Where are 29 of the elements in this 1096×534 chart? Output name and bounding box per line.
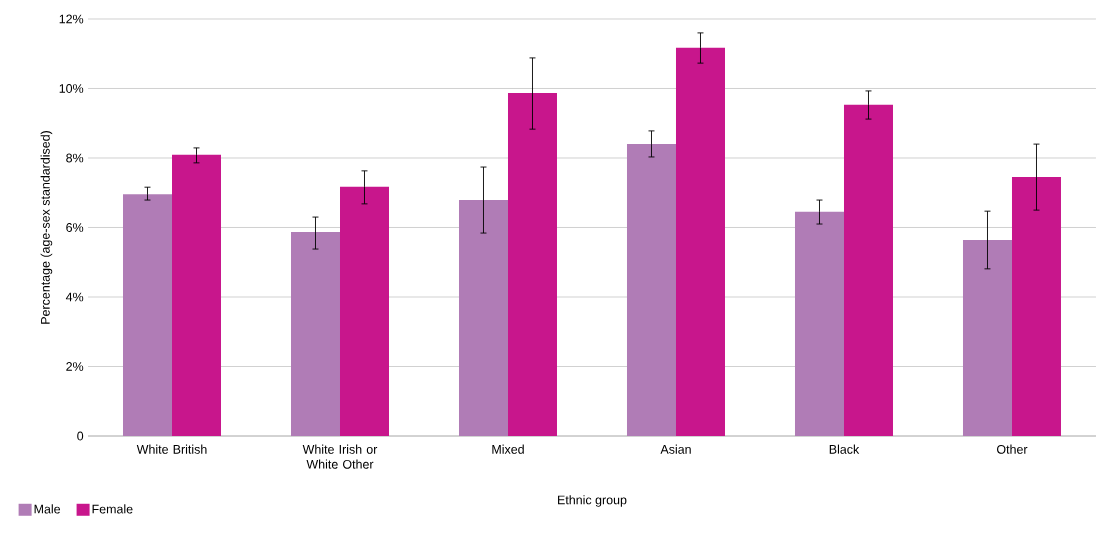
y-tick-label: 6%: [66, 223, 84, 232]
y-axis-title: Percentage (age-sex standardised): [40, 131, 53, 324]
x-tick-label: Other: [997, 444, 1028, 454]
x-tick-label: Mixed: [492, 444, 524, 454]
legend-label: Male: [34, 504, 61, 514]
bar: [507, 93, 557, 436]
y-tick-label: 4%: [65, 292, 84, 302]
bar: [962, 240, 1012, 436]
x-tick-label: Asian: [660, 444, 691, 454]
y-tick-label: 0: [77, 431, 84, 441]
bar: [794, 211, 844, 436]
bar: [340, 186, 389, 436]
y-tick-label: 12%: [59, 14, 84, 24]
bar: [291, 232, 340, 436]
bar: [843, 104, 893, 436]
bar: [123, 194, 172, 436]
x-tick-label: White Irish or White Other: [302, 444, 378, 469]
y-tick-label: 2%: [66, 362, 84, 371]
bar: [172, 154, 221, 436]
bar: [458, 200, 508, 436]
legend-label: Female: [92, 504, 133, 514]
x-tick-label: White British: [136, 444, 207, 454]
bar: [675, 47, 725, 436]
bar: [626, 144, 676, 436]
y-tick-label: 8%: [66, 153, 84, 163]
bar: [1011, 177, 1061, 436]
x-tick-label: Black: [829, 444, 860, 454]
y-tick-label: 10%: [59, 84, 84, 93]
x-axis-title: Ethnic group: [558, 495, 627, 507]
